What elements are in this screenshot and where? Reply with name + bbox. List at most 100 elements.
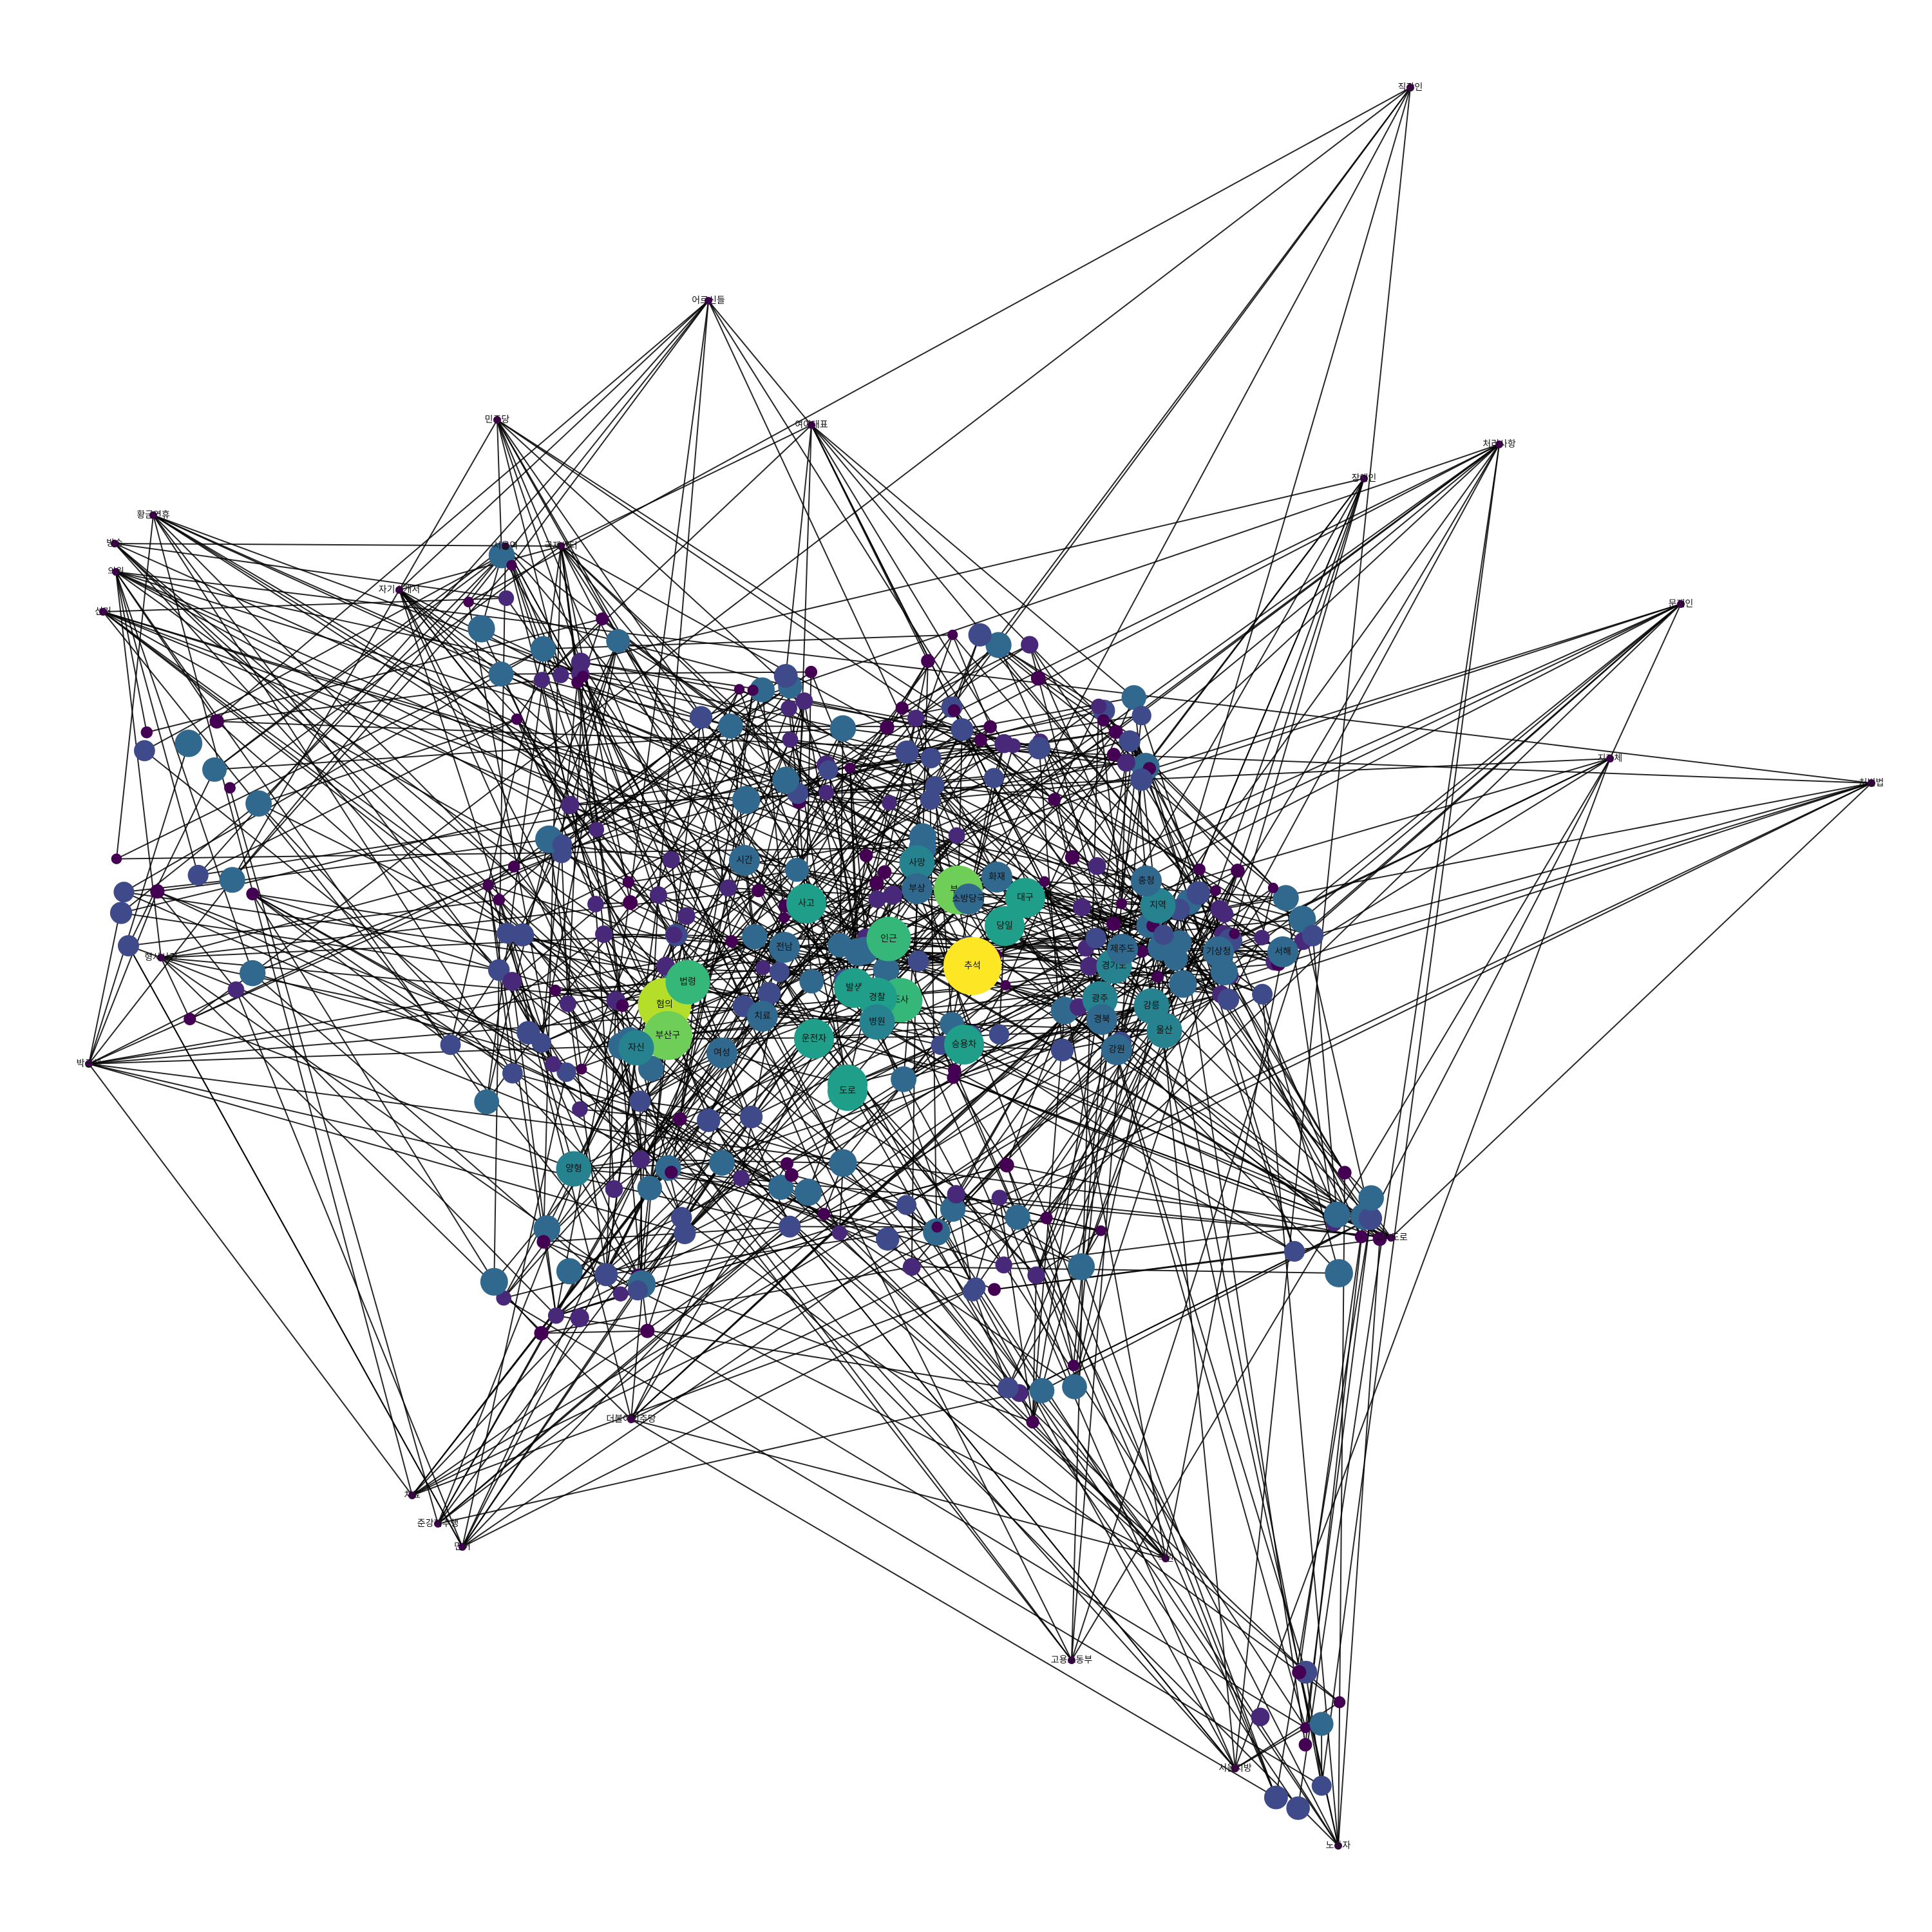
edge bbox=[1036, 1230, 1101, 1276]
graph-node bbox=[549, 984, 562, 996]
graph-node-n54 bbox=[1677, 600, 1685, 608]
edge bbox=[842, 478, 1365, 1164]
edge bbox=[503, 1297, 1322, 1786]
graph-node-n58 bbox=[1068, 1656, 1075, 1664]
edge bbox=[252, 972, 621, 1294]
edge bbox=[1297, 444, 1500, 1808]
node-label: 강릉 bbox=[1143, 1001, 1160, 1011]
edge bbox=[153, 515, 513, 1074]
graph-node-n57 bbox=[1387, 1234, 1395, 1242]
edge bbox=[153, 515, 413, 1496]
node-label: 방송 bbox=[106, 538, 123, 549]
edge bbox=[128, 899, 500, 947]
edge bbox=[115, 571, 218, 722]
edge bbox=[1043, 881, 1166, 1559]
edge bbox=[560, 424, 812, 547]
graph-node-n17 bbox=[859, 1004, 895, 1040]
graph-node bbox=[109, 902, 133, 924]
edge bbox=[639, 898, 878, 1102]
graph-node bbox=[1325, 1259, 1354, 1287]
edge bbox=[1099, 998, 1307, 1672]
graph-node bbox=[1264, 1785, 1288, 1810]
edge bbox=[513, 640, 619, 867]
edge bbox=[1302, 919, 1372, 1219]
graph-node-n25 bbox=[1140, 887, 1176, 923]
edge bbox=[102, 611, 500, 900]
graph-node bbox=[1163, 946, 1188, 971]
graph-node bbox=[502, 972, 522, 991]
edge bbox=[229, 788, 439, 1524]
edge bbox=[630, 1007, 1079, 1420]
graph-node bbox=[734, 684, 745, 695]
graph-node bbox=[719, 879, 737, 897]
graph-node bbox=[989, 1024, 1010, 1045]
graph-node bbox=[1108, 724, 1123, 739]
edge bbox=[462, 1045, 942, 1548]
graph-node bbox=[819, 760, 838, 780]
edge bbox=[580, 478, 1365, 663]
graph-node-n53 bbox=[1495, 440, 1503, 448]
graph-node bbox=[1300, 1722, 1311, 1734]
edge bbox=[998, 645, 1098, 867]
graph-node-n34 bbox=[902, 873, 933, 904]
edge bbox=[1235, 87, 1411, 1769]
edge bbox=[1321, 444, 1500, 1786]
node-label: 운전자 bbox=[802, 1034, 827, 1044]
graph-node-n64 bbox=[459, 1543, 466, 1551]
graph-node bbox=[533, 672, 550, 688]
edge bbox=[892, 444, 1500, 896]
graph-node bbox=[1251, 1707, 1270, 1727]
graph-node bbox=[507, 860, 520, 873]
edge bbox=[231, 565, 513, 881]
edge bbox=[1165, 951, 1283, 1559]
graph-node bbox=[623, 895, 638, 910]
graph-node bbox=[498, 590, 515, 606]
graph-node bbox=[1065, 849, 1080, 865]
edge bbox=[621, 1005, 1166, 1559]
edge bbox=[252, 893, 495, 1282]
edge bbox=[1017, 1217, 1339, 1846]
edge bbox=[486, 545, 562, 1103]
edge bbox=[757, 890, 1236, 1769]
graph-node bbox=[817, 1208, 830, 1220]
edge bbox=[884, 661, 929, 873]
node-label: 혐의 bbox=[656, 999, 673, 1010]
node-label: 고용노동부 bbox=[1051, 1655, 1093, 1665]
edge bbox=[1235, 758, 1611, 1769]
edge bbox=[462, 1072, 567, 1548]
graph-node-n29 bbox=[1131, 866, 1162, 896]
edge bbox=[796, 768, 851, 871]
graph-node bbox=[1309, 1712, 1334, 1736]
edge bbox=[1302, 603, 1681, 920]
edge bbox=[708, 300, 1152, 1007]
edge bbox=[1141, 603, 1681, 781]
graph-node bbox=[1210, 885, 1221, 896]
graph-node bbox=[589, 822, 605, 838]
node-label: 대구 bbox=[1017, 893, 1034, 903]
edge bbox=[849, 767, 890, 804]
node-label: 부산구 bbox=[656, 1030, 681, 1041]
edge bbox=[684, 1021, 878, 1234]
graph-node-n22 bbox=[1146, 1012, 1182, 1048]
edge bbox=[640, 981, 812, 1160]
graph-node-n14 bbox=[985, 906, 1025, 946]
graph-node bbox=[596, 612, 609, 626]
edge bbox=[437, 660, 929, 1524]
graph-node bbox=[768, 1174, 793, 1200]
graph-node bbox=[184, 1012, 196, 1025]
graph-node bbox=[880, 720, 895, 735]
edge bbox=[844, 782, 1872, 981]
graph-node bbox=[1121, 685, 1146, 710]
edge bbox=[115, 571, 696, 989]
graph-node bbox=[245, 790, 272, 817]
graph-node bbox=[907, 950, 929, 972]
graph-node bbox=[666, 926, 683, 943]
graph-node-n46 bbox=[149, 511, 157, 519]
edge bbox=[580, 661, 762, 691]
graph-node-n49 bbox=[99, 608, 107, 616]
edge bbox=[115, 571, 1872, 784]
edge bbox=[1178, 909, 1306, 1745]
graph-node bbox=[829, 715, 857, 742]
node-label: 서울역 bbox=[493, 541, 518, 551]
edge bbox=[160, 957, 529, 1034]
